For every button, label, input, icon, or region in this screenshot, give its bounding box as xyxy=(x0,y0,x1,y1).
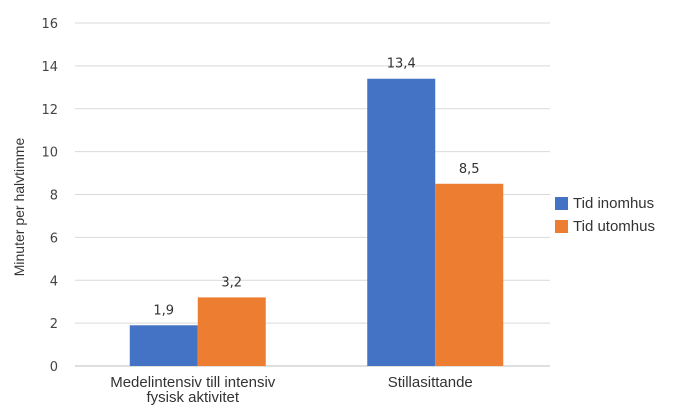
y-tick-label: 6 xyxy=(50,231,58,246)
data-label: 8,5 xyxy=(459,162,480,177)
y-axis-label: Minuter per halvtimme xyxy=(11,138,27,277)
gridlines xyxy=(75,22,550,367)
data-label: 1,9 xyxy=(153,303,174,318)
legend: Tid inomhus Tid utomhus xyxy=(555,195,655,235)
category-label: Stillasittande xyxy=(388,374,473,391)
bar xyxy=(129,325,198,366)
y-tick-label: 4 xyxy=(50,274,58,289)
y-tick-label: 8 xyxy=(50,189,58,204)
x-axis-categories: Medelintensiv till intensiv fysisk aktivi… xyxy=(110,374,473,405)
y-tick-label: 14 xyxy=(41,60,58,75)
legend-swatch xyxy=(555,197,568,210)
bars xyxy=(129,78,504,367)
y-tick-label: 0 xyxy=(50,360,58,375)
data-label: 13,4 xyxy=(387,57,416,72)
category-label: Medelintensiv till intensiv fysisk aktivi… xyxy=(110,374,276,405)
bar xyxy=(435,183,504,366)
y-tick-label: 2 xyxy=(50,317,58,332)
legend-swatch xyxy=(555,220,568,233)
y-tick-label: 10 xyxy=(41,146,58,161)
y-tick-label: 12 xyxy=(41,103,58,118)
y-axis-ticks: 0 2 4 6 8 10 12 14 16 xyxy=(41,17,58,375)
y-tick-label: 16 xyxy=(41,17,58,32)
legend-label: Tid utomhus xyxy=(573,218,655,235)
data-labels: 1,9 3,2 13,4 8,5 xyxy=(153,57,479,319)
bar xyxy=(197,297,266,366)
data-label: 3,2 xyxy=(221,275,242,290)
legend-label: Tid inomhus xyxy=(573,195,654,212)
bar xyxy=(367,78,436,367)
